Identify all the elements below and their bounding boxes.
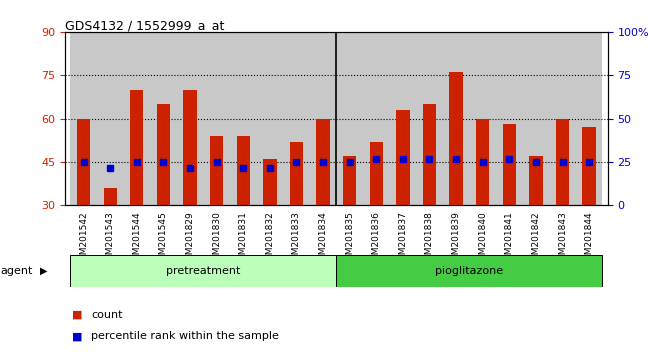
Bar [97,32,124,205]
Bar [476,119,489,205]
Bar [549,32,576,205]
Bar [582,127,596,205]
Bar [423,104,436,205]
Bar [502,124,516,205]
Bar [529,156,543,205]
Bar [124,32,150,205]
Bar [416,32,443,205]
Bar [523,32,549,205]
Bar [70,255,337,287]
Bar [389,32,416,205]
Bar [363,32,389,205]
Bar [70,32,97,205]
Bar [257,32,283,205]
Text: pretreatment: pretreatment [166,266,240,276]
Bar [237,136,250,205]
Bar [443,32,469,205]
Text: ■: ■ [72,310,82,320]
Bar [103,188,117,205]
Bar [317,119,330,205]
Bar [576,32,603,205]
Bar [77,119,90,205]
Text: agent: agent [1,266,33,276]
Bar [496,32,523,205]
Bar [263,159,276,205]
Bar [157,104,170,205]
Text: percentile rank within the sample: percentile rank within the sample [91,331,279,341]
Text: count: count [91,310,122,320]
Bar [130,90,144,205]
Bar [469,32,496,205]
Text: ▶: ▶ [40,266,48,276]
Bar [337,255,603,287]
Bar [290,142,303,205]
Bar [337,32,363,205]
Bar [210,136,224,205]
Bar [203,32,230,205]
Bar [177,32,203,205]
Text: pioglitazone: pioglitazone [436,266,504,276]
Text: GDS4132 / 1552999_a_at: GDS4132 / 1552999_a_at [65,19,224,33]
Bar [556,119,569,205]
Bar [396,110,410,205]
Bar [310,32,337,205]
Bar [283,32,310,205]
Bar [343,156,356,205]
Bar [230,32,257,205]
Text: ■: ■ [72,331,82,341]
Bar [370,142,383,205]
Bar [449,72,463,205]
Bar [183,90,197,205]
Bar [150,32,177,205]
